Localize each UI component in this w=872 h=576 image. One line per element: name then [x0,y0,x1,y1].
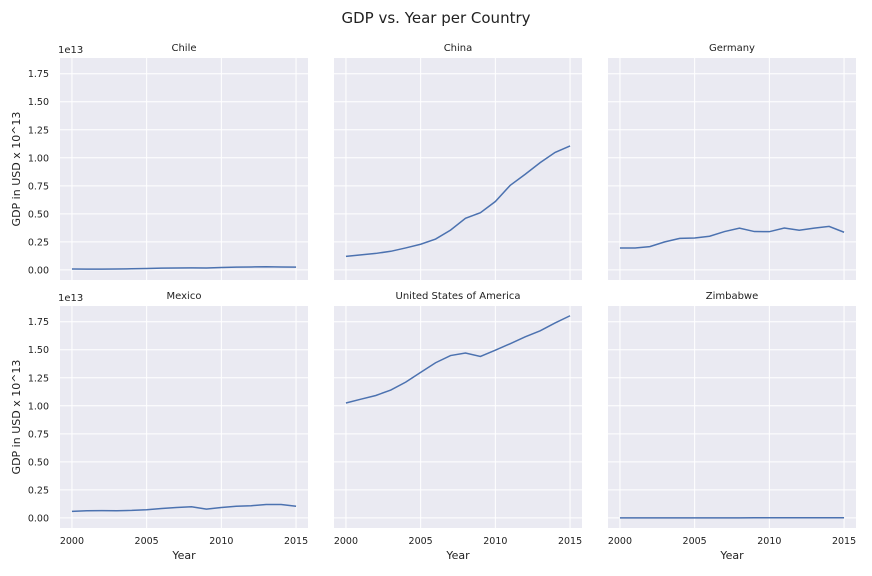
y-axis-label: GDP in USD x 10^13 [10,112,23,227]
y-tick-label: 1.75 [28,317,49,328]
x-tick-label: 2000 [608,536,632,547]
x-tick-label: 2005 [135,536,159,547]
panel-title: Mexico [167,291,202,302]
x-tick-label: 2010 [483,536,507,547]
panel-united-states-of-america [334,306,582,528]
y-tick-label: 0.75 [28,181,49,192]
series-line-china [345,145,571,258]
x-tick-label: 2000 [60,536,84,547]
panel-mexico [60,306,308,528]
x-axis-label: Year [445,549,470,562]
panel-title: China [444,43,473,54]
y-tick-label: 1.00 [28,401,49,412]
x-tick-label: 2010 [757,536,781,547]
panel-title: Zimbabwe [706,291,759,302]
y-tick-label: 0.50 [28,457,49,468]
y-tick-label: 1.50 [28,345,49,356]
panel-zimbabwe [608,306,856,528]
y-tick-label: 0.25 [28,485,49,496]
panel-title: United States of America [396,291,521,302]
y-tick-label: 1.75 [28,69,49,80]
x-tick-label: 2015 [284,536,308,547]
x-tick-label: 2015 [832,536,856,547]
y-tick-label: 1.25 [28,373,49,384]
series-line-germany [619,225,845,249]
y-offset-label: 1e13 [58,45,83,56]
y-tick-label: 1.25 [28,125,49,136]
panel-title: Germany [709,43,755,54]
panel-chile [60,58,308,280]
x-tick-label: 2005 [409,536,433,547]
x-tick-label: 2015 [558,536,582,547]
series-line-united-states-of-america [345,315,571,404]
y-tick-label: 1.00 [28,153,49,164]
y-axis-label: GDP in USD x 10^13 [10,360,23,475]
series-line-chile [71,266,297,270]
chart-title: GDP vs. Year per Country [341,9,531,27]
x-axis-label: Year [171,549,196,562]
y-tick-label: 0.00 [28,513,49,524]
x-axis-label: Year [719,549,744,562]
x-tick-label: 2010 [209,536,233,547]
y-tick-label: 1.50 [28,97,49,108]
series-line-mexico [71,503,297,513]
x-tick-label: 2005 [683,536,707,547]
y-tick-label: 0.75 [28,429,49,440]
panel-title: Chile [171,43,196,54]
y-offset-label: 1e13 [58,293,83,304]
x-tick-label: 2000 [334,536,358,547]
panel-germany [608,58,856,280]
y-tick-label: 0.50 [28,209,49,220]
y-tick-label: 0.00 [28,265,49,276]
y-tick-label: 0.25 [28,237,49,248]
panel-china [334,58,582,280]
